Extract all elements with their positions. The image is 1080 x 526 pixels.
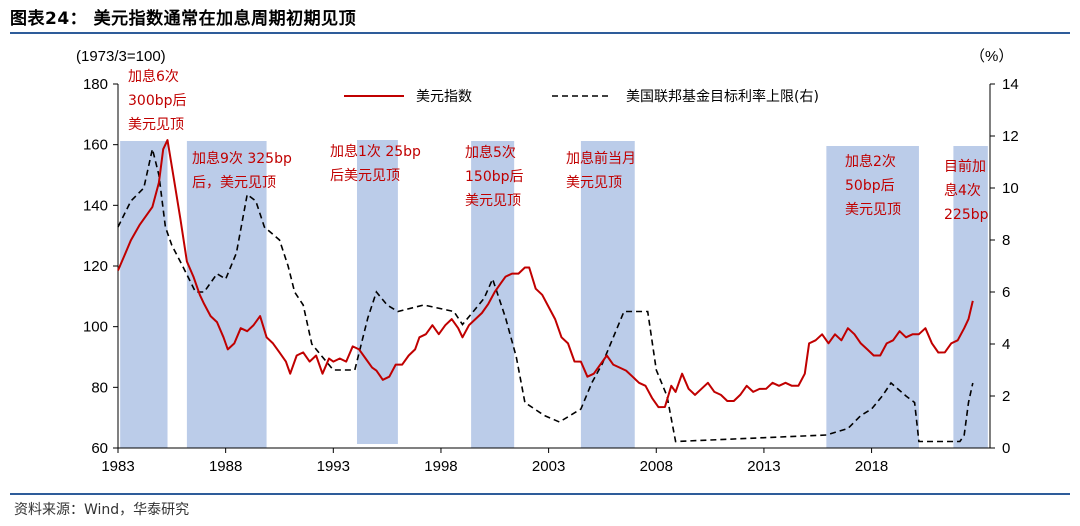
annotation-4-line-2: 150bp后 xyxy=(465,169,524,185)
y-left-tick-label: 140 xyxy=(83,197,108,214)
y-right-tick-label: 0 xyxy=(1002,440,1010,457)
annotation-6-line-2: 50bp后 xyxy=(845,178,895,194)
annotation-5-line-1: 加息前当月 xyxy=(566,150,636,167)
annotation-4-line-1: 加息5次 xyxy=(465,144,516,161)
y-left-tick-label: 60 xyxy=(91,440,108,457)
y-left-tick-label: 80 xyxy=(91,379,108,396)
x-tick-label: 1993 xyxy=(317,458,350,475)
x-tick-label: 2018 xyxy=(855,458,888,475)
series-layer xyxy=(117,139,974,443)
title-rule xyxy=(10,32,1070,34)
legend: 美元指数 美国联邦基金目标利率上限(右) xyxy=(344,88,819,105)
shaded-period-7 xyxy=(953,146,988,448)
y-right-tick-label: 8 xyxy=(1002,232,1010,249)
x-ticks: 1983 1988 1993 1998 2003 2008 2013 2018 xyxy=(101,448,888,475)
legend-label-usd: 美元指数 xyxy=(416,89,472,105)
y-right-tick-label: 6 xyxy=(1002,284,1010,301)
y-left-tick-label: 180 xyxy=(83,76,108,93)
x-tick-label: 1998 xyxy=(424,458,457,475)
annotation-3-line-2: 后美元见顶 xyxy=(330,168,400,184)
annotation-1-line-2: 300bp后 xyxy=(128,93,187,109)
x-tick-label: 2003 xyxy=(532,458,565,475)
shaded-period-5 xyxy=(580,141,635,448)
annotation-4-line-3: 美元见顶 xyxy=(465,193,521,209)
x-tick-label: 1983 xyxy=(101,458,134,475)
annotation-3-line-1: 加息1次 25bp xyxy=(330,143,421,160)
left-axis-unit: (1973/3=100) xyxy=(76,48,166,65)
bottom-rule xyxy=(10,493,1070,495)
annotation-2-line-2: 后，美元见顶 xyxy=(192,175,276,191)
y-right-tick-label: 4 xyxy=(1002,336,1010,353)
series-line-usd-index xyxy=(117,139,974,409)
x-tick-label: 2008 xyxy=(640,458,673,475)
figure-title: 图表24： 美元指数通常在加息周期初期见顶 xyxy=(10,9,357,29)
annotation-7-line-1: 目前加 xyxy=(944,158,986,175)
y-right-tick-label: 14 xyxy=(1002,76,1019,93)
shaded-period-3 xyxy=(356,140,398,444)
annotation-1-line-3: 美元见顶 xyxy=(128,117,184,133)
annotation-6-line-1: 加息2次 xyxy=(845,153,896,170)
y-left-ticks: 60 80 100 120 140 160 180 xyxy=(83,76,118,457)
right-axis-unit: （%） xyxy=(970,48,1013,65)
annotation-1-line-1: 加息6次 xyxy=(128,68,179,85)
annotation-6-line-3: 美元见顶 xyxy=(845,202,901,218)
x-tick-label: 2013 xyxy=(747,458,780,475)
y-left-tick-label: 160 xyxy=(83,137,108,154)
legend-label-fed: 美国联邦基金目标利率上限(右) xyxy=(626,88,819,105)
source-note: 资料来源：Wind，华泰研究 xyxy=(14,502,190,518)
y-left-tick-label: 100 xyxy=(83,319,108,336)
shaded-period-1 xyxy=(120,141,168,448)
annotation-7-line-2: 息4次 xyxy=(944,182,981,199)
series-line-fed-rate xyxy=(117,148,974,443)
annotation-5-line-2: 美元见顶 xyxy=(566,175,622,191)
y-right-tick-label: 2 xyxy=(1002,388,1010,405)
y-right-ticks: 0 2 4 6 8 10 12 14 xyxy=(990,76,1019,457)
y-left-tick-label: 120 xyxy=(83,258,108,275)
shaded-period-6 xyxy=(826,146,919,448)
annotation-7-line-3: 225bp xyxy=(944,207,989,223)
x-tick-label: 1988 xyxy=(209,458,242,475)
y-right-tick-label: 12 xyxy=(1002,128,1019,145)
y-right-tick-label: 10 xyxy=(1002,180,1019,197)
annotation-2-line-1: 加息9次 325bp xyxy=(192,150,292,167)
